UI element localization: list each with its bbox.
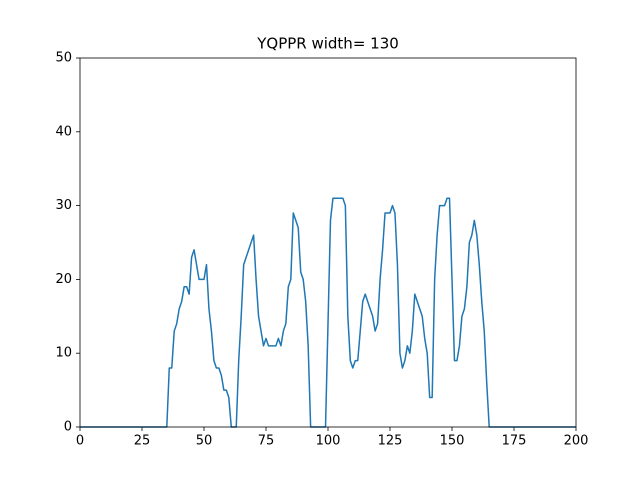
y-tick-label: 40 [55, 124, 72, 139]
y-tick-label: 30 [55, 198, 72, 213]
y-tick-label: 10 [55, 346, 72, 361]
y-tick-label: 50 [55, 51, 72, 66]
x-tick-label: 0 [76, 434, 84, 449]
x-tick-label: 75 [258, 434, 275, 449]
x-tick-label: 25 [134, 434, 151, 449]
x-tick-label: 100 [316, 434, 341, 449]
chart-title: YQPPR width= 130 [256, 35, 399, 53]
x-tick-label: 125 [378, 434, 403, 449]
line [80, 197, 576, 428]
x-tick-label: 175 [502, 434, 527, 449]
x-tick-label: 150 [440, 434, 465, 449]
y-tick-label: 0 [64, 420, 72, 435]
x-tick-label: 200 [564, 434, 589, 449]
x-tick-label: 50 [196, 434, 213, 449]
y-tick-label: 20 [55, 272, 72, 287]
plot-frame [79, 57, 577, 428]
